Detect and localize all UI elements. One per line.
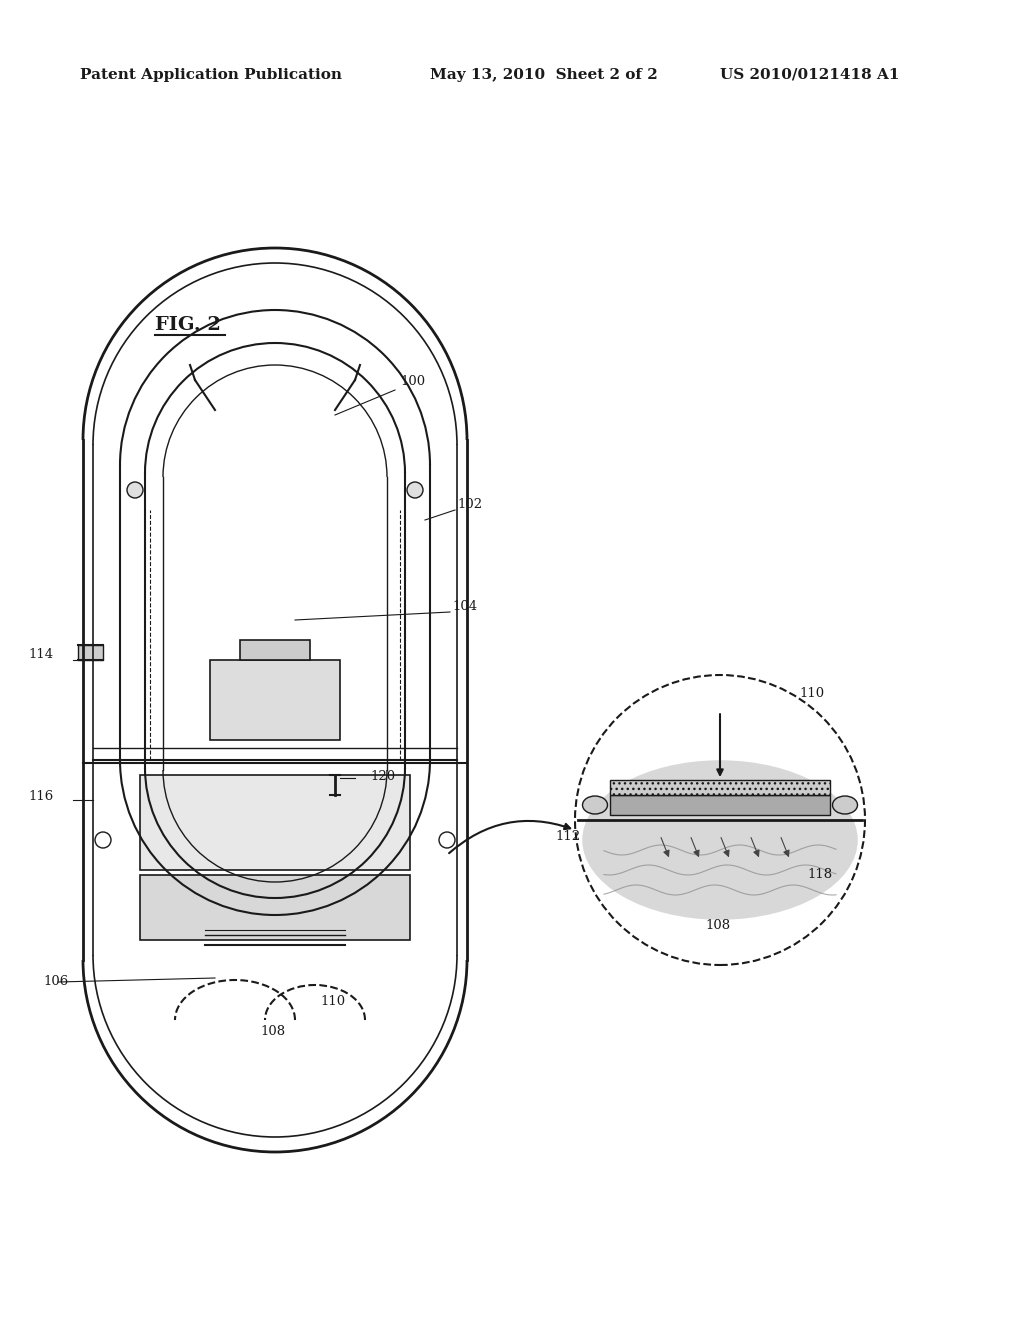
Circle shape	[407, 482, 423, 498]
Text: 108: 108	[260, 1026, 285, 1038]
Circle shape	[439, 832, 455, 847]
Text: May 13, 2010  Sheet 2 of 2: May 13, 2010 Sheet 2 of 2	[430, 69, 657, 82]
Circle shape	[95, 832, 111, 847]
Text: 114: 114	[28, 648, 53, 661]
Text: 108: 108	[705, 919, 730, 932]
Text: 116: 116	[28, 789, 53, 803]
Circle shape	[127, 482, 143, 498]
Bar	[610, 795, 830, 814]
Text: Patent Application Publication: Patent Application Publication	[80, 69, 342, 82]
Ellipse shape	[583, 760, 858, 920]
Text: 100: 100	[400, 375, 425, 388]
Bar	[610, 780, 830, 795]
Bar	[240, 640, 310, 660]
Text: 110: 110	[800, 686, 825, 700]
Text: 112: 112	[555, 830, 581, 843]
Text: 104: 104	[452, 601, 477, 612]
Ellipse shape	[583, 796, 607, 814]
Text: 120: 120	[370, 770, 395, 783]
Text: FIG. 2: FIG. 2	[155, 315, 221, 334]
Bar	[140, 775, 410, 870]
Text: 110: 110	[319, 995, 345, 1008]
Text: 102: 102	[457, 498, 482, 511]
Text: 106: 106	[43, 975, 69, 987]
Bar	[210, 660, 340, 741]
Bar	[78, 645, 103, 660]
Text: 118: 118	[807, 869, 833, 880]
Ellipse shape	[833, 796, 857, 814]
Text: US 2010/0121418 A1: US 2010/0121418 A1	[720, 69, 899, 82]
Bar	[140, 875, 410, 940]
